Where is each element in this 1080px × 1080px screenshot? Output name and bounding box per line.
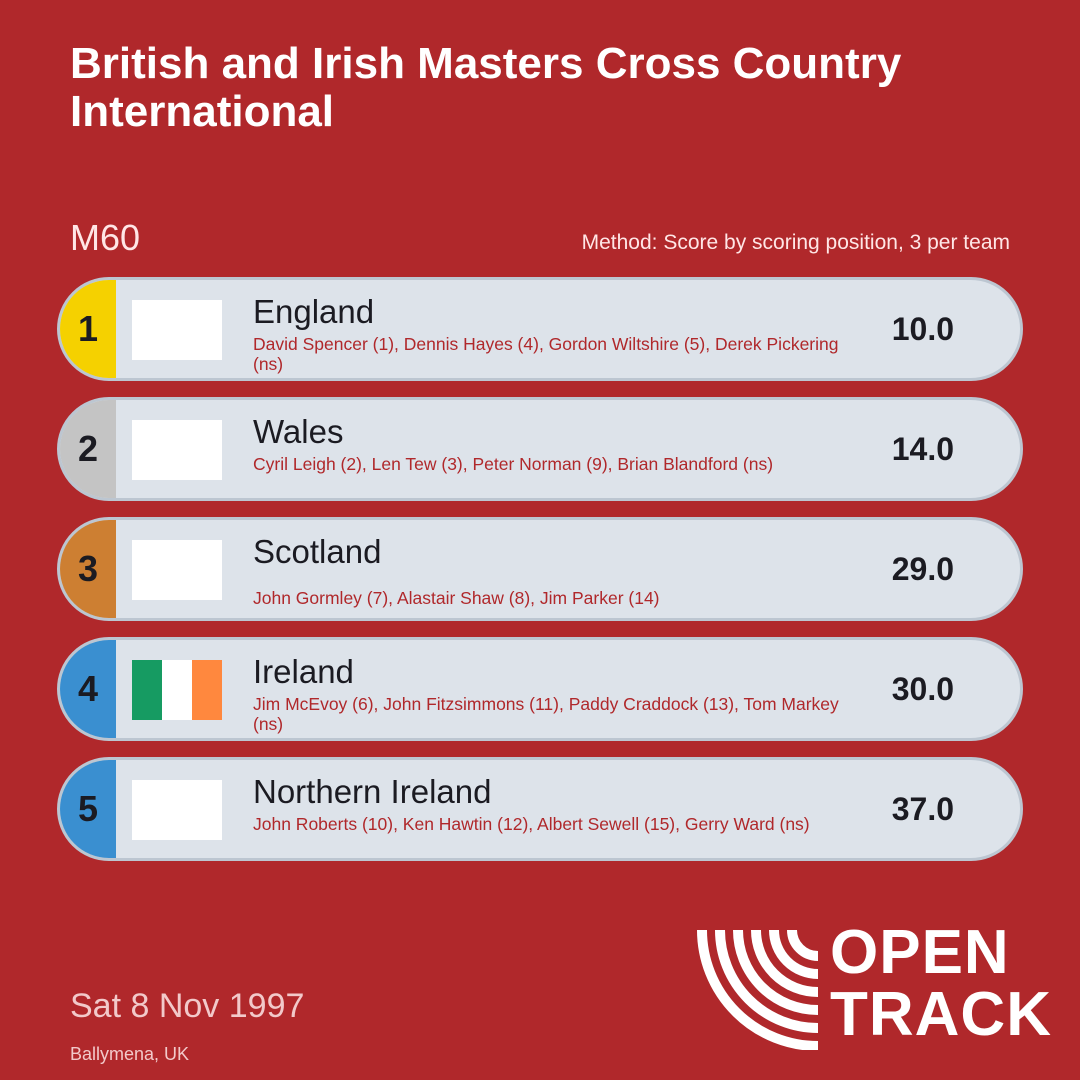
team-score: 37.0 bbox=[891, 790, 954, 827]
logo-arc bbox=[769, 929, 819, 979]
scoring-method: Method: Score by scoring position, 3 per… bbox=[581, 231, 1010, 254]
page-title: British and Irish Masters Cross Country … bbox=[70, 39, 902, 136]
team-score: 14.0 bbox=[891, 430, 954, 467]
team-name: Wales bbox=[253, 413, 344, 450]
opentrack-logo-wordmark: OPEN TRACK bbox=[830, 922, 1052, 1046]
flag-icon bbox=[132, 540, 222, 600]
team-name: Northern Ireland bbox=[253, 773, 492, 810]
result-row: 2 Wales Cyril Leigh (2), Len Tew (3), Pe… bbox=[57, 397, 1023, 501]
flag-icon bbox=[132, 420, 222, 480]
flag-stripe-green bbox=[132, 660, 162, 720]
team-athletes: John Gormley (7), Alastair Shaw (8), Jim… bbox=[253, 588, 660, 608]
rank-badge: 2 bbox=[60, 400, 116, 498]
logo-arc bbox=[787, 929, 819, 961]
team-athletes: John Roberts (10), Ken Hawtin (12), Albe… bbox=[253, 814, 810, 834]
logo-arc bbox=[733, 929, 819, 1015]
team-name: England bbox=[253, 293, 375, 330]
flag-stripe-white bbox=[162, 660, 192, 720]
result-row: 1 England David Spencer (1), Dennis Haye… bbox=[57, 277, 1023, 381]
team-score: 30.0 bbox=[891, 670, 954, 707]
age-category: M60 bbox=[70, 217, 141, 258]
event-venue: Ballymena, UK bbox=[70, 1044, 190, 1064]
result-row: 5 Northern Ireland John Roberts (10), Ke… bbox=[57, 757, 1023, 861]
team-athletes: Jim McEvoy (6), John Fitzsimmons (11), P… bbox=[253, 694, 839, 734]
flag-icon bbox=[132, 780, 222, 840]
team-score: 10.0 bbox=[891, 310, 954, 347]
logo-line-track: TRACK bbox=[830, 980, 1052, 1049]
team-score: 29.0 bbox=[891, 550, 954, 587]
result-row: 4 Ireland Jim McEvoy (6), John Fitzsimmo… bbox=[57, 637, 1023, 741]
rank-badge: 4 bbox=[60, 640, 116, 738]
flag-stripe-orange bbox=[192, 660, 222, 720]
logo-arc bbox=[697, 929, 819, 1050]
team-name: Scotland bbox=[253, 533, 382, 570]
rank-badge: 5 bbox=[60, 760, 116, 858]
team-name: Ireland bbox=[253, 653, 354, 690]
result-row: 3 Scotland John Gormley (7), Alastair Sh… bbox=[57, 517, 1023, 621]
opentrack-arcs-icon bbox=[697, 929, 819, 1050]
team-athletes: David Spencer (1), Dennis Hayes (4), Gor… bbox=[253, 334, 839, 374]
logo-arc bbox=[715, 929, 819, 1033]
event-date: Sat 8 Nov 1997 bbox=[70, 987, 305, 1025]
rank-badge: 3 bbox=[60, 520, 116, 618]
logo-arc bbox=[751, 929, 819, 997]
flag-icon bbox=[132, 300, 222, 360]
results-list: 1 England David Spencer (1), Dennis Haye… bbox=[57, 277, 1023, 877]
logo-line-open: OPEN bbox=[830, 918, 1010, 987]
team-athletes: Cyril Leigh (2), Len Tew (3), Peter Norm… bbox=[253, 454, 774, 474]
ireland-flag-icon bbox=[132, 660, 222, 720]
rank-badge: 1 bbox=[60, 280, 116, 378]
